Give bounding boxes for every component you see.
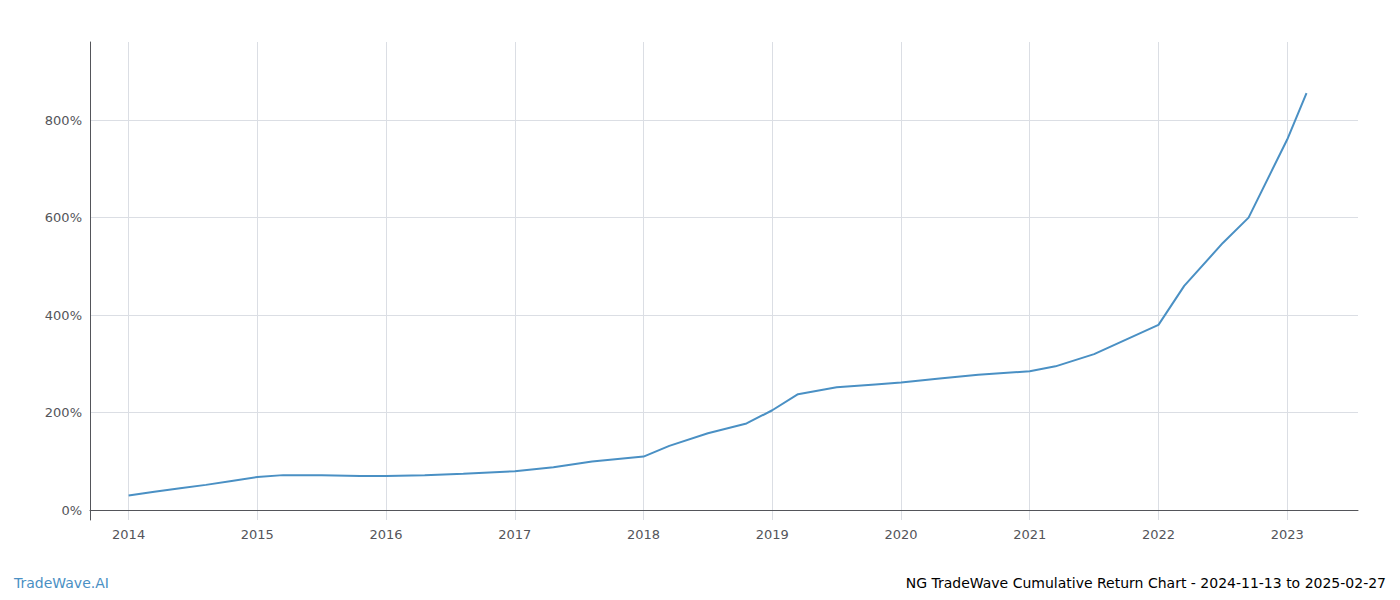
svg-text:2022: 2022 [1142, 527, 1175, 542]
svg-text:2014: 2014 [112, 527, 145, 542]
svg-text:2019: 2019 [756, 527, 789, 542]
svg-text:2017: 2017 [498, 527, 531, 542]
svg-text:2016: 2016 [370, 527, 403, 542]
svg-text:200%: 200% [45, 405, 82, 420]
svg-text:2023: 2023 [1271, 527, 1304, 542]
svg-text:TradeWave.AI: TradeWave.AI [13, 575, 109, 591]
svg-text:NG TradeWave Cumulative Return: NG TradeWave Cumulative Return Chart - 2… [906, 575, 1386, 591]
svg-text:400%: 400% [45, 308, 82, 323]
svg-text:800%: 800% [45, 113, 82, 128]
svg-text:2018: 2018 [627, 527, 660, 542]
svg-text:0%: 0% [61, 503, 82, 518]
svg-text:2021: 2021 [1013, 527, 1046, 542]
svg-text:2015: 2015 [241, 527, 274, 542]
svg-text:600%: 600% [45, 210, 82, 225]
svg-text:2020: 2020 [884, 527, 917, 542]
